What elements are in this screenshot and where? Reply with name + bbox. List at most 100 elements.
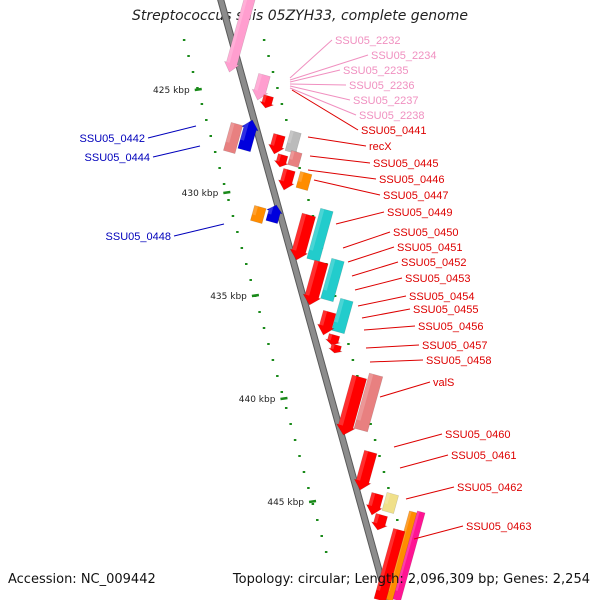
gene-features xyxy=(223,0,426,600)
tick-dot-left xyxy=(320,535,323,537)
gene-highlight xyxy=(289,150,295,160)
gene-label-pink: SSU05_2238 xyxy=(359,110,424,122)
gene-label-red: SSU05_0461 xyxy=(451,450,516,462)
tick-dot-left xyxy=(298,455,301,457)
gene-feature xyxy=(277,168,296,191)
gene-label-red: SSU05_0462 xyxy=(457,482,522,494)
leader-line xyxy=(369,359,424,363)
tick-dot-right xyxy=(347,343,350,345)
gene-label-red: SSU05_0450 xyxy=(393,227,458,239)
gene-highlight xyxy=(338,374,357,426)
gene-highlight xyxy=(373,513,380,524)
gene-shape xyxy=(324,333,342,346)
leader-line xyxy=(357,295,407,307)
tick-dot-left xyxy=(276,375,279,377)
gene-feature xyxy=(224,0,257,73)
gene-highlight xyxy=(305,260,319,296)
gene-shape xyxy=(223,121,244,155)
gene-label-red: SSU05_0455 xyxy=(413,304,478,316)
gene-highlight xyxy=(376,528,397,591)
leader-line xyxy=(363,325,416,331)
leader-line xyxy=(307,169,377,180)
tick-dot-left xyxy=(227,199,230,201)
gene-highlight xyxy=(261,94,267,103)
tick-dot-left xyxy=(182,39,186,41)
gene-shape xyxy=(277,168,296,191)
tick-dot-right xyxy=(298,167,301,169)
tick-dot-right xyxy=(267,55,270,57)
leader-line xyxy=(335,211,385,225)
gene-label-red: SSU05_0447 xyxy=(383,190,448,202)
leader-line xyxy=(289,39,333,79)
gene-highlight xyxy=(384,492,391,505)
gene-shape xyxy=(259,94,275,109)
tick-dot-right xyxy=(373,439,377,441)
gene-shape xyxy=(335,374,368,436)
tick-dot-left xyxy=(307,487,310,489)
gene-shape xyxy=(268,133,286,155)
gene-highlight xyxy=(225,122,235,143)
gene-label-red: valS xyxy=(433,377,454,389)
leader-line xyxy=(413,525,464,540)
kbp-label: 430 kbp xyxy=(182,189,219,199)
gene-feature xyxy=(250,205,267,224)
gene-shape xyxy=(289,212,317,261)
tick-dot-left xyxy=(231,215,235,217)
tick-dot-left xyxy=(316,519,319,521)
kbp-tick xyxy=(194,87,202,92)
gene-feature xyxy=(320,257,345,303)
gene-shape xyxy=(370,513,388,531)
leader-line xyxy=(173,223,225,237)
gene-label-red: SSU05_0454 xyxy=(409,291,474,303)
tick-dot-right xyxy=(396,519,399,521)
tick-dot-right xyxy=(285,119,288,121)
gene-feature xyxy=(259,94,275,109)
kbp-tick xyxy=(280,396,288,401)
tick-dot-left xyxy=(267,343,270,345)
gene-feature xyxy=(287,150,303,168)
gene-label-red: SSU05_0451 xyxy=(397,242,462,254)
gene-highlight xyxy=(356,373,374,421)
gene-highlight xyxy=(276,153,282,162)
leader-line xyxy=(289,69,341,83)
gene-highlight xyxy=(395,510,420,591)
leader-line xyxy=(405,486,455,500)
gene-label-blue: SSU05_0444 xyxy=(85,152,150,164)
gene-feature xyxy=(223,121,244,155)
leader-line xyxy=(361,308,411,319)
gene-shape xyxy=(316,309,337,336)
gene-shape xyxy=(287,150,303,168)
gene-feature xyxy=(324,333,342,346)
leader-line xyxy=(289,85,351,101)
gene-shape xyxy=(328,343,343,354)
tick-dot-left xyxy=(262,327,266,329)
tick-dot-right xyxy=(271,71,275,73)
topology-text: Topology: circular; Length: 2,096,309 bp… xyxy=(232,572,590,587)
kbp-tick xyxy=(223,190,231,195)
gene-label-red: SSU05_0449 xyxy=(387,207,452,219)
tick-dot-right xyxy=(369,423,372,425)
leader-line xyxy=(399,454,449,469)
gene-feature xyxy=(251,72,271,101)
kbp-tick xyxy=(251,293,260,298)
tick-dot-right xyxy=(276,87,279,89)
leader-line xyxy=(342,231,391,249)
gene-highlight xyxy=(267,203,275,215)
gene-highlight xyxy=(226,0,249,63)
tick-dot-right xyxy=(333,295,337,297)
gene-label-red: SSU05_0457 xyxy=(422,340,487,352)
gene-shape xyxy=(273,153,289,168)
tick-dot-left xyxy=(209,135,213,137)
gene-label-red: SSU05_0441 xyxy=(361,125,426,137)
gene-shape xyxy=(353,372,384,433)
tick-dot-right xyxy=(382,471,386,473)
leader-line xyxy=(365,344,420,349)
leader-line xyxy=(152,145,201,158)
gene-shape xyxy=(295,171,313,191)
gene-highlight xyxy=(287,130,294,144)
gene-label-red: SSU05_0445 xyxy=(373,158,438,170)
gene-highlight xyxy=(319,310,328,326)
kbp-labels: 425 kbp 430 kbp 435 kbp 440 kbp 445 kbp xyxy=(153,86,304,508)
leader-line xyxy=(307,136,367,147)
